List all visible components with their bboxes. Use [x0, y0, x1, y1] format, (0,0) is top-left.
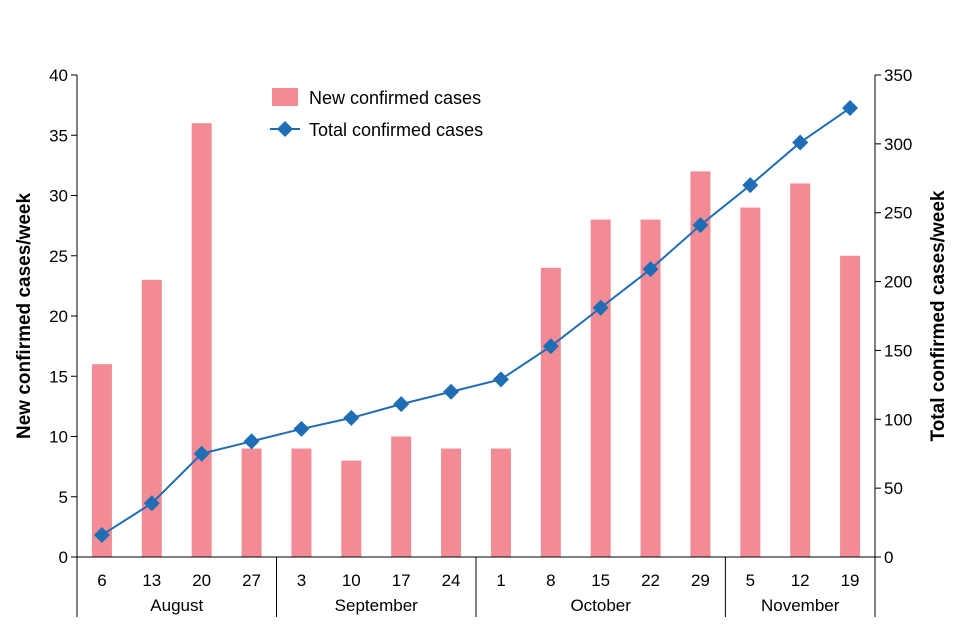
x-tick-label: 20	[192, 571, 211, 590]
line-point	[692, 217, 709, 234]
line-point	[193, 445, 210, 462]
y-tick-label: 0	[59, 548, 68, 567]
y2-tick-label: 0	[884, 548, 893, 567]
line-point	[642, 261, 659, 278]
y-axis-title: New confirmed cases/week	[14, 193, 35, 439]
bar	[640, 219, 661, 557]
x-tick-label: 12	[791, 571, 810, 590]
y2-tick-label: 350	[884, 66, 912, 85]
month-label: November	[761, 596, 840, 615]
y2-tick-label: 50	[884, 479, 903, 498]
line-point	[792, 134, 809, 151]
line-point	[93, 526, 110, 543]
x-tick-label: 15	[591, 571, 610, 590]
x-tick-label: 8	[546, 571, 555, 590]
x-tick-label: 6	[97, 571, 106, 590]
line-point	[592, 299, 609, 316]
x-tick-label: 10	[342, 571, 361, 590]
bar	[291, 448, 312, 557]
bar	[441, 448, 462, 557]
bar	[341, 460, 362, 557]
x-tick-label: 19	[841, 571, 860, 590]
line-point	[542, 338, 559, 355]
x-tick-label: 24	[442, 571, 461, 590]
y-tick-label: 5	[59, 488, 68, 507]
y2-tick-label: 300	[884, 135, 912, 154]
line-point	[243, 433, 260, 450]
bar	[740, 207, 761, 558]
line-point	[343, 409, 360, 426]
line-point	[443, 383, 460, 400]
bar	[790, 183, 811, 557]
y2-axis-title: Total confirmed cases/week	[928, 190, 949, 441]
line-series	[93, 100, 859, 543]
x-tick-label: 5	[746, 571, 755, 590]
y-tick-label: 15	[49, 367, 68, 386]
y-tick-label: 35	[49, 126, 68, 145]
x-tick-label: 3	[297, 571, 306, 590]
legend: New confirmed cases Total confirmed cases	[270, 88, 483, 140]
x-tick-label: 22	[641, 571, 660, 590]
line-point	[492, 371, 509, 388]
y-tick-label: 30	[49, 187, 68, 206]
y-tick-label: 40	[49, 66, 68, 85]
bar	[241, 448, 262, 557]
x-tick-label: 1	[496, 571, 505, 590]
month-label: September	[335, 596, 418, 615]
bar	[490, 448, 511, 557]
y-tick-label: 25	[49, 247, 68, 266]
bar	[91, 364, 112, 557]
line-point	[842, 100, 859, 117]
line-point	[293, 420, 310, 437]
bar	[191, 123, 212, 557]
month-label: October	[570, 596, 631, 615]
bar	[391, 436, 412, 557]
y2-tick-label: 100	[884, 410, 912, 429]
y-tick-label: 20	[49, 307, 68, 326]
line-point	[393, 396, 410, 413]
y2-tick-label: 250	[884, 204, 912, 223]
y2-tick-label: 200	[884, 273, 912, 292]
x-tick-label: 27	[242, 571, 261, 590]
bar	[141, 279, 162, 557]
x-tick-label: 17	[392, 571, 411, 590]
bar	[540, 267, 561, 557]
legend-label-line: Total confirmed cases	[309, 120, 483, 140]
legend-swatch-bar	[272, 88, 298, 106]
x-tick-label: 29	[691, 571, 710, 590]
x-tick-label: 13	[142, 571, 161, 590]
month-label: August	[150, 596, 203, 615]
bar	[590, 219, 611, 557]
line-point	[143, 495, 160, 512]
line-point	[742, 177, 759, 194]
bar	[690, 171, 711, 557]
legend-label-bar: New confirmed cases	[309, 88, 481, 108]
total-cases-line	[101, 107, 851, 536]
y-tick-label: 10	[49, 428, 68, 447]
y2-tick-label: 150	[884, 341, 912, 360]
legend-marker-line	[277, 121, 293, 137]
bar	[840, 255, 861, 557]
